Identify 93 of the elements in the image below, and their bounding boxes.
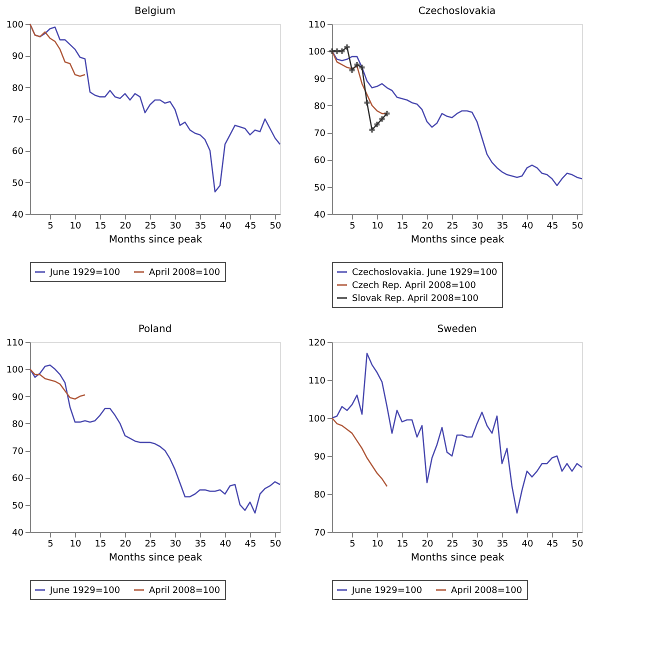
y-tick-label: 110 <box>6 338 24 348</box>
x-tick-label: 25 <box>446 222 458 232</box>
y-tick-label: 50 <box>314 183 326 194</box>
y-tick-label: 40 <box>314 210 326 220</box>
x-tick-label: 30 <box>170 540 182 550</box>
legend-label: June 1929=100 <box>49 586 120 596</box>
y-tick-label: 60 <box>12 147 24 158</box>
chart-title: Poland <box>138 324 172 335</box>
x-tick-label: 50 <box>572 540 584 550</box>
x-tick-label: 40 <box>522 222 534 232</box>
legend-label: June 1929=100 <box>49 268 120 278</box>
line-series <box>29 368 86 400</box>
point <box>354 62 360 68</box>
x-tick-label: 35 <box>194 222 206 232</box>
legend-label: Slovak Rep. April 2008=100 <box>352 294 479 304</box>
x-tick-label: 5 <box>350 540 356 550</box>
chart-title: Belgium <box>134 6 176 17</box>
line-series <box>331 417 388 488</box>
legend-label: April 2008=100 <box>149 586 220 596</box>
x-tick-label: 10 <box>372 222 384 232</box>
y-tick-label: 120 <box>308 338 326 348</box>
x-tick-label: 30 <box>472 222 484 232</box>
y-tick-label: 100 <box>6 20 24 30</box>
y-tick-label: 60 <box>314 156 326 166</box>
x-tick-label: 20 <box>120 540 132 550</box>
x-tick-label: 50 <box>572 222 584 232</box>
y-tick-label: 80 <box>314 102 326 112</box>
y-tick-label: 110 <box>308 376 326 386</box>
x-tick-label: 50 <box>270 222 282 232</box>
x-tick-label: 20 <box>422 222 434 232</box>
legend-label: April 2008=100 <box>149 268 220 278</box>
y-tick-label: 50 <box>12 178 24 189</box>
y-tick-label: 80 <box>12 84 24 94</box>
x-axis-title: Months since peak <box>108 234 202 246</box>
y-tick-label: 50 <box>12 501 24 512</box>
y-tick-label: 40 <box>12 528 24 538</box>
x-axis-title: Months since peak <box>410 552 504 564</box>
x-tick-label: 35 <box>496 540 508 550</box>
x-tick-label: 10 <box>70 222 82 232</box>
x-tick-label: 5 <box>48 222 54 232</box>
x-tick-label: 40 <box>220 222 232 232</box>
x-tick-label: 25 <box>446 540 458 550</box>
x-tick-label: 45 <box>546 222 558 232</box>
chart-title: Czechoslovakia <box>418 6 496 17</box>
y-tick-label: 60 <box>12 474 24 484</box>
x-tick-label: 45 <box>546 540 558 550</box>
x-tick-label: 50 <box>270 540 282 550</box>
x-tick-label: 15 <box>94 222 106 232</box>
point <box>364 100 370 106</box>
x-tick-label: 35 <box>194 540 206 550</box>
x-tick-label: 45 <box>244 540 256 550</box>
y-tick-label: 90 <box>12 392 24 403</box>
y-tick-label: 100 <box>308 48 326 58</box>
chart-title: Sweden <box>437 324 477 335</box>
line-series <box>29 23 86 77</box>
x-tick-label: 35 <box>496 222 508 232</box>
y-tick-label: 70 <box>12 116 24 126</box>
x-tick-label: 10 <box>372 540 384 550</box>
y-tick-label: 90 <box>314 452 326 462</box>
legend-label: June 1929=100 <box>351 586 422 596</box>
line-series <box>29 364 281 514</box>
x-axis-title: Months since peak <box>108 552 202 564</box>
x-tick-label: 15 <box>396 222 408 232</box>
y-tick-label: 70 <box>314 528 326 538</box>
y-tick-label: 100 <box>6 366 24 376</box>
x-tick-label: 30 <box>472 540 484 550</box>
x-tick-label: 20 <box>120 222 132 232</box>
legend-label: April 2008=100 <box>451 586 522 596</box>
y-tick-label: 40 <box>12 210 24 220</box>
x-tick-label: 40 <box>522 540 534 550</box>
x-axis-title: Months since peak <box>410 234 504 246</box>
x-tick-label: 30 <box>170 222 182 232</box>
y-tick-label: 90 <box>314 74 326 85</box>
y-tick-label: 110 <box>308 20 326 30</box>
line-series <box>331 352 583 514</box>
y-tick-label: 90 <box>12 52 24 62</box>
x-tick-label: 15 <box>396 540 408 550</box>
y-tick-label: 70 <box>12 447 24 458</box>
x-tick-label: 45 <box>244 222 256 232</box>
y-tick-label: 80 <box>314 490 326 500</box>
legend-label: Czech Rep. April 2008=100 <box>352 281 476 291</box>
x-tick-label: 5 <box>350 222 356 232</box>
legend-label: Czechoslovakia. June 1929=100 <box>352 268 498 278</box>
x-tick-label: 25 <box>144 222 156 232</box>
x-tick-label: 10 <box>70 540 82 550</box>
x-tick-label: 15 <box>94 540 106 550</box>
x-tick-label: 40 <box>220 540 232 550</box>
y-tick-label: 100 <box>308 414 326 424</box>
y-tick-label: 70 <box>314 129 326 140</box>
x-tick-label: 5 <box>48 540 54 550</box>
y-tick-label: 80 <box>12 420 24 430</box>
x-tick-label: 20 <box>422 540 434 550</box>
x-tick-label: 25 <box>144 540 156 550</box>
